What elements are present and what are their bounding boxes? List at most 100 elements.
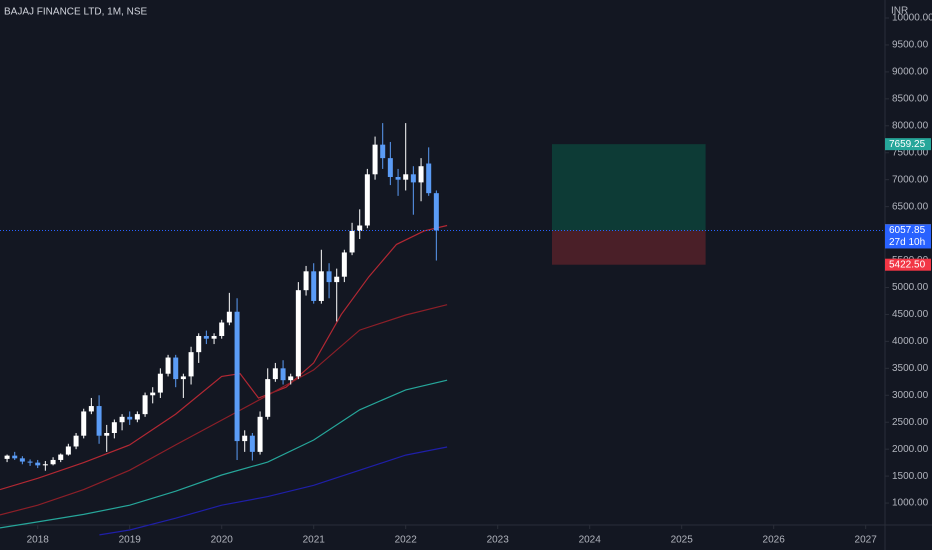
moving-average-line xyxy=(0,224,448,491)
currency-label: INR xyxy=(891,6,908,17)
candle-body xyxy=(426,163,432,194)
y-tick-label: 1500.00 xyxy=(892,471,929,482)
price-label: 7659.25 xyxy=(889,139,926,150)
x-tick-label: 2021 xyxy=(303,535,326,546)
candle-body xyxy=(203,335,209,339)
price-label-box xyxy=(885,138,931,151)
candle-body xyxy=(127,416,133,420)
loss-zone xyxy=(551,230,706,265)
candle-body xyxy=(58,454,64,460)
candle-body xyxy=(334,276,340,283)
candle-body xyxy=(341,252,347,277)
y-tick-label: 9000.00 xyxy=(892,67,929,78)
candle-body xyxy=(295,290,301,377)
candle-body xyxy=(410,174,416,183)
candle-body xyxy=(387,158,393,177)
candle-body xyxy=(249,435,255,452)
price-label-box xyxy=(885,258,931,271)
candle-body xyxy=(349,230,355,253)
candle-body xyxy=(364,174,370,226)
candle-body xyxy=(150,392,156,396)
x-tick-label: 2020 xyxy=(211,535,234,546)
x-tick-label: 2023 xyxy=(487,535,510,546)
candle-body xyxy=(326,271,332,283)
candle-body xyxy=(96,406,102,436)
candle-body xyxy=(19,458,25,462)
candle-body xyxy=(272,368,278,380)
candle-body xyxy=(27,461,33,463)
y-tick-label: 1000.00 xyxy=(892,498,929,509)
candle-body xyxy=(134,414,140,420)
candle-body xyxy=(380,144,386,159)
y-tick-label: 3000.00 xyxy=(892,390,929,401)
candle-body xyxy=(104,432,110,436)
y-tick-label: 7500.00 xyxy=(892,147,929,158)
countdown-label: 27d 10h xyxy=(889,237,925,248)
candle-body xyxy=(311,271,317,301)
x-tick-label: 2018 xyxy=(27,535,50,546)
x-tick-label: 2022 xyxy=(395,535,418,546)
price-label: 5422.50 xyxy=(889,259,926,270)
y-tick-label: 5000.00 xyxy=(892,282,929,293)
y-tick-label: 4500.00 xyxy=(892,309,929,320)
y-tick-label: 8500.00 xyxy=(892,93,929,104)
candle-body xyxy=(35,462,41,466)
y-tick-label: 2000.00 xyxy=(892,444,929,455)
candle-body xyxy=(42,464,48,466)
candle-body xyxy=(234,311,240,442)
candle-body xyxy=(4,455,10,459)
x-tick-label: 2027 xyxy=(855,535,878,546)
candle-body xyxy=(265,379,271,417)
candle-body xyxy=(280,368,286,381)
moving-average-line xyxy=(0,379,448,529)
candle-body xyxy=(88,406,94,412)
candle-body xyxy=(219,322,225,336)
candle-body xyxy=(303,271,309,291)
candle-body xyxy=(12,455,18,459)
price-label: 6057.85 xyxy=(889,225,926,236)
candle-body xyxy=(257,416,263,452)
y-tick-label: 2500.00 xyxy=(892,417,929,428)
candle-body xyxy=(180,376,186,380)
moving-average-line xyxy=(99,446,448,536)
x-tick-label: 2024 xyxy=(579,535,602,546)
candle-body xyxy=(119,416,125,423)
x-tick-label: 2019 xyxy=(119,535,142,546)
candle-body xyxy=(165,357,171,374)
candle-body xyxy=(372,144,378,175)
candle-body xyxy=(242,435,248,442)
y-tick-label: 10000.00 xyxy=(892,13,932,24)
y-tick-label: 8000.00 xyxy=(892,120,929,131)
candle-body xyxy=(50,459,56,465)
x-tick-label: 2026 xyxy=(763,535,786,546)
candle-body xyxy=(318,271,324,301)
candle-body xyxy=(403,174,409,180)
y-tick-label: 4000.00 xyxy=(892,336,929,347)
candle-body xyxy=(173,357,179,380)
candle-body xyxy=(142,395,148,415)
candle-body xyxy=(226,311,232,323)
chart-title: BAJAJ FINANCE LTD, 1M, NSE xyxy=(4,7,148,18)
y-tick-label: 9500.00 xyxy=(892,40,929,51)
candle-body xyxy=(188,352,194,377)
candle-body xyxy=(65,446,71,455)
profit-zone xyxy=(551,144,706,231)
candle-body xyxy=(288,376,294,381)
candle-body xyxy=(418,166,424,183)
candle-body xyxy=(433,193,439,231)
x-tick-label: 2025 xyxy=(671,535,694,546)
candle-body xyxy=(81,411,87,436)
price-label-box xyxy=(885,224,931,249)
candle-body xyxy=(73,435,79,447)
moving-average-line xyxy=(0,304,448,516)
candle-body xyxy=(157,373,163,393)
y-tick-label: 7000.00 xyxy=(892,174,929,185)
candle-body xyxy=(357,225,363,231)
candle-body xyxy=(196,335,202,353)
candle-body xyxy=(111,422,117,433)
candle-body xyxy=(395,176,401,180)
candle-body xyxy=(211,335,217,339)
y-tick-label: 6500.00 xyxy=(892,201,929,212)
